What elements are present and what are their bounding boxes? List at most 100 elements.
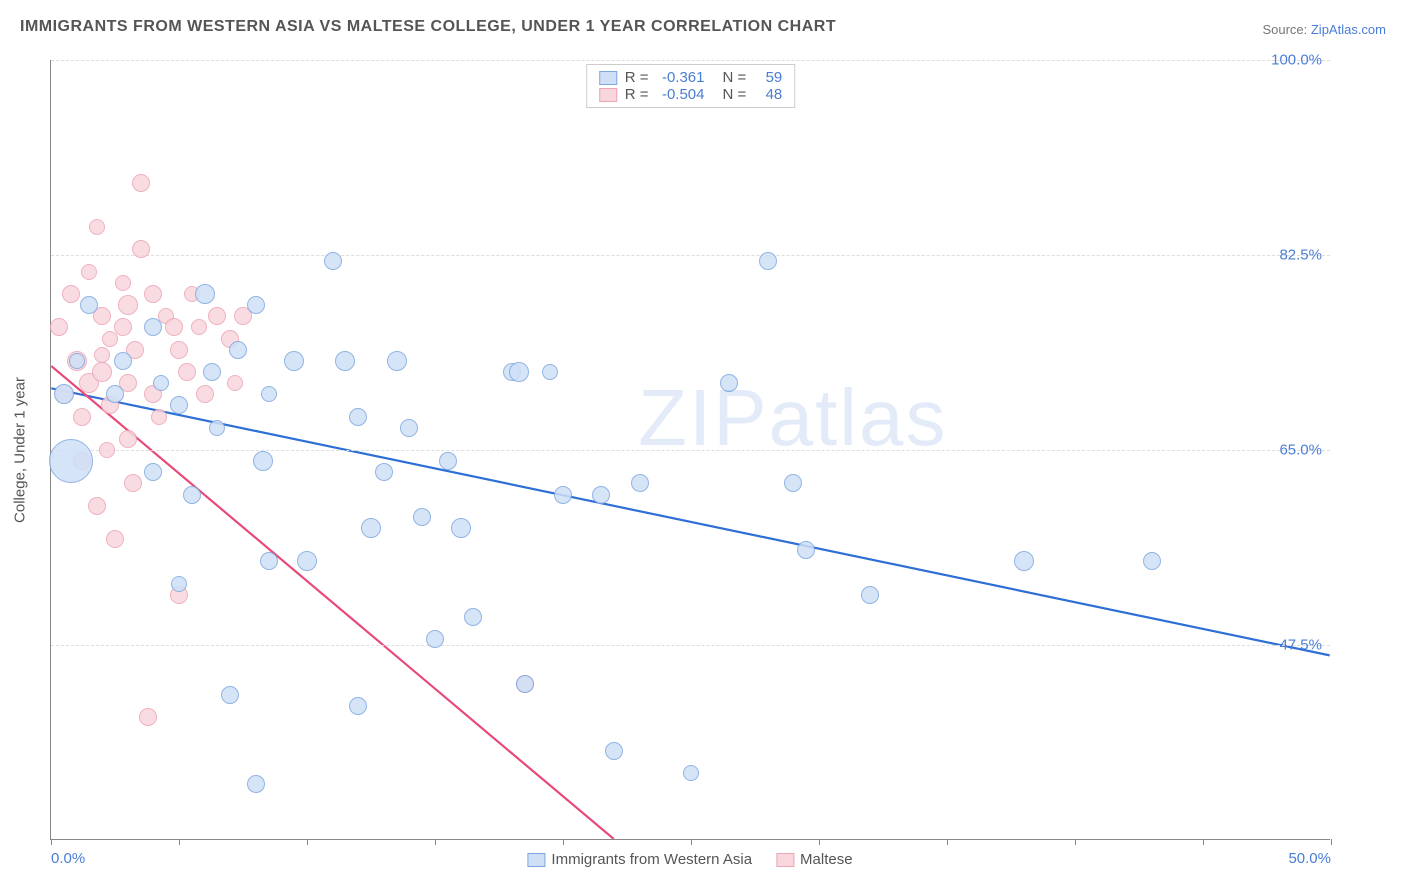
data-point bbox=[94, 347, 110, 363]
data-point bbox=[151, 409, 167, 425]
legend-swatch bbox=[599, 88, 617, 102]
data-point bbox=[89, 219, 105, 235]
legend-n-value: 59 bbox=[754, 69, 782, 86]
data-point bbox=[209, 420, 225, 436]
data-point bbox=[631, 474, 649, 492]
legend-r-value: -0.504 bbox=[657, 86, 705, 103]
y-tick-label: 65.0% bbox=[1279, 442, 1322, 459]
data-point bbox=[203, 363, 221, 381]
legend-swatch bbox=[599, 71, 617, 85]
data-point bbox=[54, 384, 74, 404]
data-point bbox=[349, 408, 367, 426]
x-tick-label: 0.0% bbox=[51, 850, 85, 867]
data-point bbox=[115, 275, 131, 291]
x-tick bbox=[691, 839, 692, 845]
data-point bbox=[165, 318, 183, 336]
data-point bbox=[132, 240, 150, 258]
legend-series: Immigrants from Western AsiaMaltese bbox=[527, 851, 852, 868]
data-point bbox=[509, 362, 529, 382]
grid-line bbox=[51, 255, 1330, 256]
data-point bbox=[62, 285, 80, 303]
data-point bbox=[229, 341, 247, 359]
y-tick-label: 47.5% bbox=[1279, 637, 1322, 654]
data-point bbox=[247, 775, 265, 793]
grid-line bbox=[51, 450, 1330, 451]
data-point bbox=[439, 452, 457, 470]
data-point bbox=[227, 375, 243, 391]
data-point bbox=[118, 295, 138, 315]
legend-correlation: R =-0.361N =59R =-0.504N =48 bbox=[586, 64, 796, 108]
x-tick bbox=[1075, 839, 1076, 845]
data-point bbox=[221, 686, 239, 704]
grid-line bbox=[51, 645, 1330, 646]
data-point bbox=[208, 307, 226, 325]
data-point bbox=[114, 352, 132, 370]
data-point bbox=[124, 474, 142, 492]
source-link[interactable]: ZipAtlas.com bbox=[1311, 22, 1386, 37]
data-point bbox=[99, 442, 115, 458]
data-point bbox=[426, 630, 444, 648]
data-point bbox=[784, 474, 802, 492]
x-tick bbox=[563, 839, 564, 845]
data-point bbox=[349, 697, 367, 715]
data-point bbox=[324, 252, 342, 270]
x-tick bbox=[1203, 839, 1204, 845]
x-tick bbox=[51, 839, 52, 845]
legend-swatch bbox=[527, 853, 545, 867]
data-point bbox=[261, 386, 277, 402]
data-point bbox=[375, 463, 393, 481]
data-point bbox=[183, 486, 201, 504]
legend-n-label: N = bbox=[723, 69, 747, 86]
data-point bbox=[106, 530, 124, 548]
data-point bbox=[683, 765, 699, 781]
source-prefix: Source: bbox=[1262, 22, 1310, 37]
y-axis-label: College, Under 1 year bbox=[12, 377, 29, 523]
y-tick-label: 82.5% bbox=[1279, 247, 1322, 264]
data-point bbox=[119, 430, 137, 448]
data-point bbox=[92, 362, 112, 382]
x-tick bbox=[307, 839, 308, 845]
x-tick bbox=[947, 839, 948, 845]
data-point bbox=[592, 486, 610, 504]
data-point bbox=[284, 351, 304, 371]
data-point bbox=[451, 518, 471, 538]
legend-r-label: R = bbox=[625, 69, 649, 86]
legend-n-value: 48 bbox=[754, 86, 782, 103]
data-point bbox=[88, 497, 106, 515]
data-point bbox=[153, 375, 169, 391]
data-point bbox=[335, 351, 355, 371]
data-point bbox=[171, 576, 187, 592]
data-point bbox=[516, 675, 534, 693]
data-point bbox=[195, 284, 215, 304]
legend-item: Immigrants from Western Asia bbox=[527, 851, 752, 868]
legend-r-label: R = bbox=[625, 86, 649, 103]
legend-swatch bbox=[776, 853, 794, 867]
data-point bbox=[170, 396, 188, 414]
data-point bbox=[144, 463, 162, 481]
x-tick-label: 50.0% bbox=[1288, 850, 1331, 867]
data-point bbox=[720, 374, 738, 392]
data-point bbox=[605, 742, 623, 760]
data-point bbox=[797, 541, 815, 559]
source-attribution: Source: ZipAtlas.com bbox=[1262, 22, 1386, 37]
x-tick bbox=[1331, 839, 1332, 845]
data-point bbox=[464, 608, 482, 626]
data-point bbox=[400, 419, 418, 437]
grid-line bbox=[51, 60, 1330, 61]
legend-n-label: N = bbox=[723, 86, 747, 103]
data-point bbox=[861, 586, 879, 604]
data-point bbox=[253, 451, 273, 471]
data-point bbox=[170, 341, 188, 359]
chart-area: College, Under 1 year ZIPatlas R =-0.361… bbox=[50, 60, 1330, 840]
chart-title: IMMIGRANTS FROM WESTERN ASIA VS MALTESE … bbox=[20, 18, 836, 36]
data-point bbox=[114, 318, 132, 336]
data-point bbox=[247, 296, 265, 314]
data-point bbox=[73, 408, 91, 426]
data-point bbox=[297, 551, 317, 571]
data-point bbox=[361, 518, 381, 538]
x-tick bbox=[819, 839, 820, 845]
data-point bbox=[144, 318, 162, 336]
data-point bbox=[81, 264, 97, 280]
data-point bbox=[387, 351, 407, 371]
data-point bbox=[191, 319, 207, 335]
